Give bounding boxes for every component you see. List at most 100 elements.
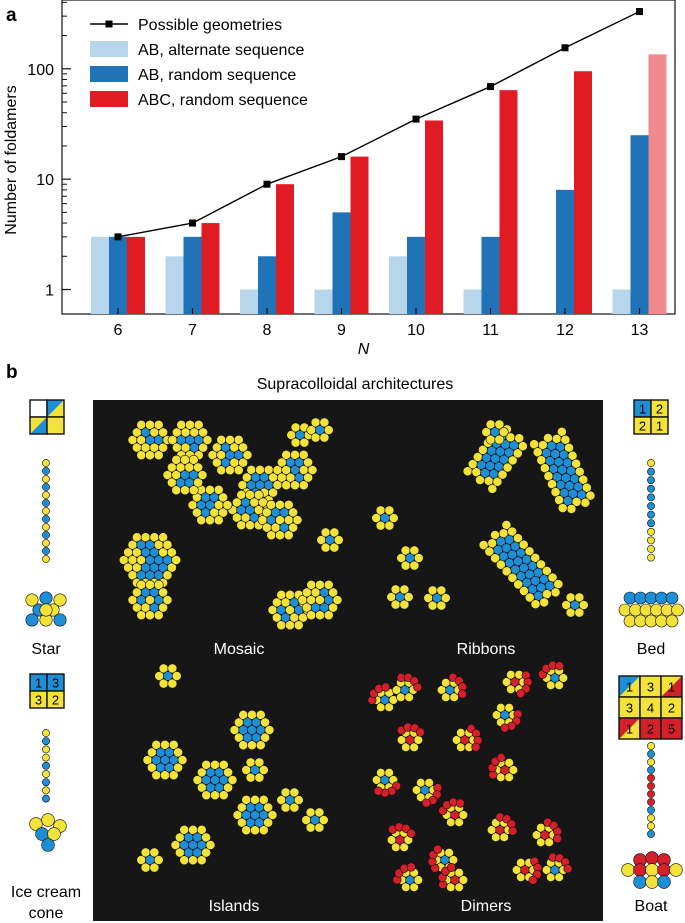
grid-cell	[634, 417, 651, 434]
colloid-particle	[657, 875, 671, 889]
colloid-particle	[218, 492, 229, 503]
label-mosaic: Mosaic	[214, 641, 265, 658]
legend-label: AB, random sequence	[138, 67, 296, 84]
grid-cell-half	[619, 676, 640, 697]
colloid-particle	[293, 795, 304, 805]
colloid-particle	[399, 599, 410, 610]
colloid-particle	[504, 703, 514, 713]
colloid-particle	[436, 585, 447, 596]
colloid-particle	[399, 584, 410, 595]
colloid-particle	[381, 682, 391, 692]
colloid-particle	[39, 603, 53, 617]
bar-1	[314, 289, 333, 314]
colloid-particle	[621, 863, 635, 877]
colloid-particle	[557, 503, 568, 513]
colloid-particle	[484, 546, 495, 557]
colloid-particle	[671, 603, 684, 617]
colloid-particle	[233, 465, 244, 476]
x-tick-label: 8	[263, 322, 272, 339]
colloid-particle	[478, 540, 489, 550]
colloid-particle	[384, 520, 395, 531]
colloid-particle	[647, 742, 655, 750]
colloid-particle	[645, 863, 659, 877]
legend-label: ABC, random sequence	[138, 92, 308, 109]
colloid-particle	[500, 723, 510, 733]
colloid-particle	[524, 592, 535, 603]
colloid-particle	[530, 599, 541, 610]
line-marker	[487, 83, 494, 91]
colloid-particle	[449, 692, 459, 702]
colloid-particle	[333, 535, 344, 545]
colloid-particle	[560, 434, 571, 445]
bar-2	[407, 236, 425, 314]
colloid-particle	[647, 536, 655, 545]
colloid-particle	[153, 855, 164, 865]
grid-cell-number: 1	[35, 676, 42, 691]
legend-marker	[105, 20, 113, 28]
colloid-particle	[647, 766, 655, 774]
colloid-particle	[580, 497, 591, 508]
colloid-particle	[263, 817, 274, 828]
colloid-particle	[647, 814, 655, 822]
colloid-particle	[158, 602, 169, 613]
colloid-particle	[498, 427, 509, 437]
colloid-particle	[292, 515, 303, 525]
bar-2	[332, 212, 351, 314]
colloid-particle	[647, 502, 655, 510]
colloid-particle	[242, 450, 253, 460]
colloid-particle	[647, 758, 655, 766]
bar-2	[630, 135, 649, 314]
colloid-particle	[42, 794, 50, 803]
grid-cell-number: 3	[35, 693, 42, 708]
colloid-particle	[42, 523, 50, 531]
colloid-particle	[558, 673, 569, 683]
colloid-particle	[149, 847, 160, 858]
grid-cell	[619, 697, 640, 718]
colloid-particle	[255, 709, 266, 720]
colloid-particle	[42, 753, 50, 762]
colloid-particle	[41, 838, 55, 852]
x-axis-label: N	[358, 341, 370, 358]
colloid-particle	[314, 822, 325, 833]
x-tick-label: 13	[631, 322, 649, 339]
colloid-particle	[227, 775, 238, 785]
colloid-particle	[647, 830, 655, 838]
x-tick-label: 6	[114, 322, 123, 339]
colloid-particle	[162, 539, 173, 550]
line-possible-geometries	[117, 10, 640, 238]
colloid-particle	[458, 810, 469, 820]
colloid-particle	[444, 848, 454, 858]
label-boat: Boat	[635, 898, 668, 915]
colloid-particle	[406, 862, 416, 872]
bar-1	[389, 256, 407, 314]
colloid-particle	[504, 772, 514, 782]
colloid-particle	[188, 454, 199, 465]
colloid-particle	[289, 787, 300, 798]
grid-cell-number: 2	[668, 701, 675, 716]
bar-3	[574, 71, 592, 314]
colloid-particle	[42, 483, 50, 491]
panel-b: Supracolloidal architectures Mosaic Ribb…	[11, 376, 684, 922]
colloid-particle	[574, 466, 585, 477]
bar-2	[481, 236, 500, 314]
colloid-particle	[514, 433, 525, 444]
side-diagrams: 1 22 11 33 21 3 13 4 21 2 5	[25, 399, 684, 889]
colloid-particle	[647, 806, 655, 814]
colloid-particle	[41, 813, 55, 827]
colloid-particle	[554, 495, 565, 505]
grid-cell	[651, 400, 668, 417]
colloid-particle	[633, 875, 647, 889]
colloid-particle	[201, 832, 212, 843]
colloid-particle	[323, 425, 334, 435]
colloid-particle	[288, 522, 299, 533]
colloid-particle	[647, 476, 655, 485]
panel-label-b: b	[6, 362, 18, 383]
colloid-particle	[647, 484, 655, 493]
colloid-particle	[409, 545, 420, 556]
bar-3	[276, 184, 294, 314]
colloid-particle	[647, 790, 655, 798]
colloid-particle	[42, 761, 50, 770]
colloid-particle	[260, 732, 271, 743]
colloid-particle	[546, 441, 557, 451]
colloid-particle	[238, 442, 249, 453]
